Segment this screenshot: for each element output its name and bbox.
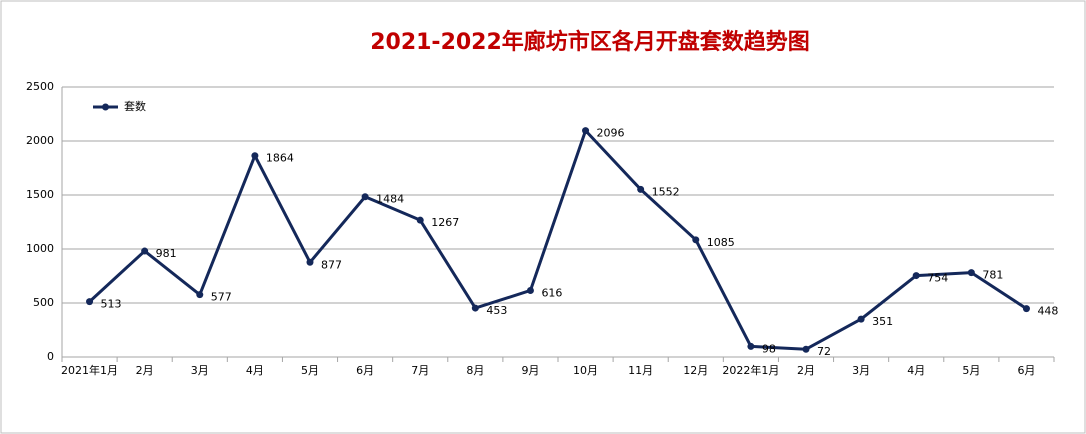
data-label: 981 — [156, 247, 177, 260]
data-label: 754 — [927, 272, 948, 285]
x-tick-label: 12月 — [683, 364, 708, 377]
marker — [526, 286, 534, 294]
marker — [747, 342, 755, 350]
marker — [471, 304, 479, 312]
marker — [912, 272, 920, 280]
data-label: 1484 — [376, 193, 404, 206]
data-label: 1267 — [431, 216, 459, 229]
x-tick-label: 5月 — [301, 364, 319, 377]
x-tick-label: 10月 — [573, 364, 598, 377]
data-label: 1085 — [707, 236, 735, 249]
x-tick-label: 2月 — [136, 364, 154, 377]
data-label: 616 — [541, 286, 562, 299]
y-tick-label: 0 — [47, 350, 54, 363]
x-tick-label: 8月 — [466, 364, 484, 377]
x-tick-label: 2021年1月 — [61, 363, 118, 377]
marker — [251, 152, 259, 160]
marker — [361, 193, 369, 201]
data-label: 448 — [1037, 305, 1058, 318]
x-tick-label: 9月 — [521, 364, 539, 377]
data-label: 1864 — [266, 152, 294, 165]
legend-marker — [102, 103, 109, 111]
data-label: 72 — [817, 345, 831, 358]
x-tick-label: 2月 — [797, 364, 815, 377]
marker — [637, 185, 645, 193]
marker — [196, 291, 204, 299]
data-label: 577 — [211, 291, 232, 304]
data-label: 877 — [321, 258, 342, 271]
x-tick-label: 7月 — [411, 364, 429, 377]
chart-title: 2021-2022年廊坊市区各月开盘套数趋势图 — [370, 29, 810, 55]
marker — [857, 315, 865, 323]
data-label: 98 — [762, 342, 776, 355]
line — [88, 129, 1028, 351]
marker — [692, 236, 700, 244]
marker — [86, 298, 94, 306]
marker — [416, 216, 424, 224]
data-label: 2096 — [597, 127, 625, 140]
x-tick-label: 2022年1月 — [722, 363, 779, 377]
y-tick-label: 1000 — [26, 242, 54, 255]
x-tick-label: 6月 — [1017, 364, 1035, 377]
x-tick-label: 4月 — [246, 364, 264, 377]
marker — [1022, 305, 1030, 313]
marker — [306, 258, 314, 266]
x-tick-label: 3月 — [191, 364, 209, 377]
data-label: 1552 — [652, 185, 680, 198]
data-label: 351 — [872, 315, 893, 328]
marker — [802, 345, 810, 353]
y-tick-label: 500 — [33, 296, 54, 309]
data-label: 453 — [486, 304, 507, 317]
y-tick-label: 2000 — [26, 134, 54, 147]
marker — [582, 127, 590, 135]
x-tick-label: 4月 — [907, 364, 925, 377]
marker — [141, 247, 149, 255]
x-tick-label: 11月 — [628, 364, 653, 377]
y-tick-label: 2500 — [26, 80, 54, 93]
marker — [967, 269, 975, 277]
x-tick-label: 3月 — [852, 364, 870, 377]
y-tick-label: 1500 — [26, 188, 54, 201]
data-label: 513 — [101, 298, 122, 311]
x-tick-label: 5月 — [962, 364, 980, 377]
x-tick-label: 6月 — [356, 364, 374, 377]
data-label: 781 — [982, 269, 1003, 282]
legend-label: 套数 — [124, 100, 146, 113]
